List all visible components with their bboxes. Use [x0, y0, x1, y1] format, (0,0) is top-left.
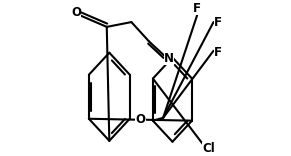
Text: N: N [164, 52, 174, 65]
Text: F: F [193, 2, 201, 15]
Text: F: F [214, 16, 222, 29]
Text: O: O [72, 6, 81, 19]
Text: F: F [214, 46, 222, 59]
Text: Cl: Cl [202, 142, 215, 155]
Text: O: O [135, 113, 146, 126]
